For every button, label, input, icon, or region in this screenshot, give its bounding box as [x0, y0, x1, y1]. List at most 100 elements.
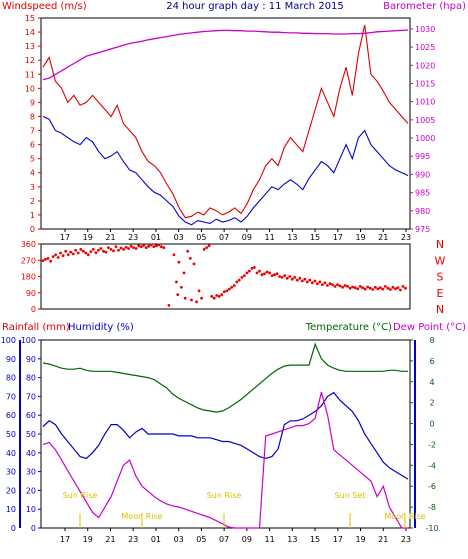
dir-point — [383, 285, 387, 288]
dir-point — [255, 271, 259, 275]
thermo-x-tick-label: 13 — [287, 535, 297, 544]
dir-point — [313, 279, 317, 283]
dir-point — [265, 270, 269, 274]
temp-y-tick-label: 0 — [429, 420, 434, 429]
wind-y-tick-label: 4 — [30, 169, 35, 178]
dir-point — [310, 281, 314, 285]
wind-y-tick-label: 9 — [30, 98, 35, 107]
dir-point — [283, 274, 287, 277]
baro-y-tick-label: 995 — [415, 152, 430, 161]
series-hum-line — [42, 391, 409, 480]
dir-point — [273, 273, 276, 277]
wind-x-tick-label: 21 — [378, 233, 388, 242]
hum-y-tick-label: 100 — [21, 336, 36, 345]
temp-y-tick-label: 8 — [429, 336, 434, 345]
wind-y-tick-label: 12 — [25, 56, 35, 65]
dir-point — [94, 251, 98, 255]
rain-y-tick-label: 100 — [1, 336, 16, 345]
thermo-x-tick-label: 01 — [151, 535, 161, 544]
dir-point — [212, 296, 216, 300]
thermo-x-tick-label: 21 — [105, 535, 115, 544]
thermo-x-tick-label: 19 — [83, 535, 93, 544]
dir-point — [202, 248, 206, 251]
dir-point — [336, 283, 339, 286]
thermo-x-tick-label: 07 — [219, 535, 229, 544]
wind-x-tick-label: 05 — [196, 233, 206, 242]
dir-point — [122, 248, 125, 251]
dir-point — [386, 286, 390, 290]
wind-y-tick-label: 5 — [30, 155, 35, 164]
dir-point — [71, 252, 75, 256]
temp-y-tick-label: -6 — [428, 482, 436, 491]
rain-y-tick-label: 80 — [6, 374, 16, 383]
baro-y-tick-label: 1025 — [415, 43, 435, 52]
dir-point — [172, 253, 176, 257]
dir-point — [227, 287, 231, 291]
hum-y-tick-label: 10 — [26, 505, 36, 514]
dir-point — [389, 288, 392, 291]
rain-y-tick-label: 0 — [11, 524, 16, 533]
dir-point — [112, 249, 115, 253]
dir-point — [381, 287, 385, 291]
hum-y-tick-label: 70 — [26, 392, 36, 401]
dir-point — [119, 246, 123, 250]
event-label: Sun Set — [335, 491, 366, 500]
dir-point — [303, 277, 307, 281]
dir-point — [222, 290, 226, 294]
dir-point — [162, 246, 166, 250]
dir-point — [368, 286, 372, 290]
dir-compass-label: N — [436, 303, 444, 316]
thermo-x-tick-label: 11 — [265, 535, 275, 544]
dir-point — [190, 298, 193, 302]
dir-point — [137, 244, 141, 248]
hum-y-tick-label: 0 — [31, 524, 36, 533]
dir-point — [144, 246, 148, 250]
dir-point — [215, 294, 219, 297]
baro-y-tick-label: 985 — [415, 189, 430, 198]
dir-point — [66, 253, 70, 257]
hum-y-tick-label: 40 — [26, 449, 36, 458]
dir-point — [316, 282, 319, 286]
dir-point — [308, 278, 312, 282]
dir-point — [134, 247, 138, 250]
baro-y-tick-label: 980 — [415, 207, 430, 216]
wind-x-tick-label: 23 — [401, 233, 411, 242]
wind-x-tick-label: 15 — [310, 233, 320, 242]
temp-y-tick-label: 6 — [429, 357, 434, 366]
dir-point — [401, 285, 405, 288]
dir-point — [237, 278, 241, 282]
dir-point — [210, 295, 214, 298]
dir-point — [288, 275, 292, 278]
dir-point — [197, 289, 201, 293]
wind-y-tick-label: 11 — [25, 70, 35, 79]
dir-y-tick-label: 360 — [21, 240, 36, 249]
dir-point — [232, 284, 236, 287]
series-avg-line — [42, 115, 409, 226]
dir-point — [220, 293, 224, 296]
series-temp-line — [42, 342, 408, 413]
dir-point — [245, 271, 249, 275]
dir-point — [295, 278, 299, 282]
dir-point — [44, 257, 47, 261]
dir-point — [61, 254, 65, 258]
dir-point — [338, 284, 342, 288]
dir-point — [285, 276, 289, 280]
dir-point — [124, 245, 128, 249]
dir-point — [343, 284, 347, 287]
rain-y-tick-label: 40 — [6, 449, 16, 458]
dir-point — [69, 250, 73, 254]
thermo-x-tick-label: 19 — [355, 535, 365, 544]
dir-point — [346, 285, 349, 288]
dir-point — [102, 249, 105, 253]
dir-point — [97, 248, 100, 252]
dir-point — [225, 289, 229, 293]
wind-y-tick-label: 8 — [30, 112, 35, 121]
wind-x-tick-label: 21 — [105, 233, 115, 242]
rain-y-tick-label: 50 — [6, 430, 16, 439]
dir-point — [318, 280, 322, 284]
dir-point — [139, 245, 143, 249]
dir-point — [258, 269, 261, 273]
dir-point — [117, 248, 120, 252]
dir-point — [404, 286, 407, 290]
baro-y-tick-label: 1030 — [415, 25, 435, 34]
